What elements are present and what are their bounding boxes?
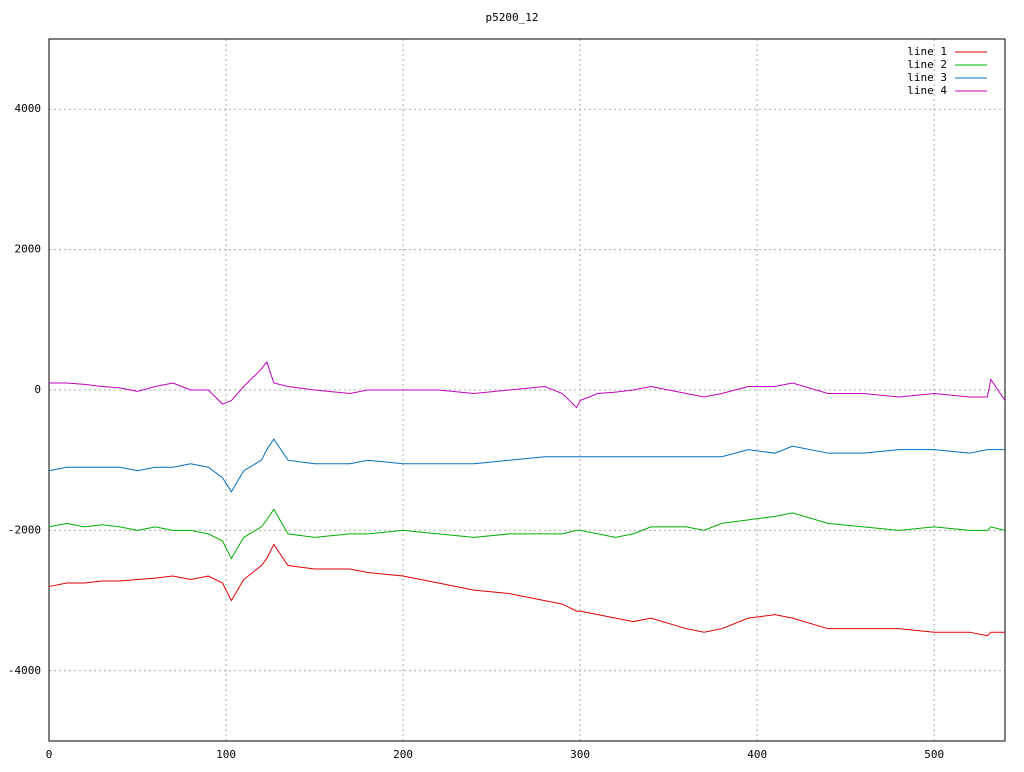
legend-label: line 1 xyxy=(907,45,947,58)
legend-label: line 3 xyxy=(907,71,947,84)
legend-label: line 4 xyxy=(907,84,947,97)
y-tick-label: -2000 xyxy=(8,523,41,536)
series-line xyxy=(48,508,1006,560)
series-line xyxy=(49,360,1006,409)
y-tick-label: -4000 xyxy=(8,664,41,677)
legend-label: line 2 xyxy=(907,58,947,71)
y-tick-label: 0 xyxy=(34,383,41,396)
plot-frame xyxy=(48,38,1006,742)
x-tick-label: 400 xyxy=(747,748,767,761)
chart-title: p5200_12 xyxy=(486,11,539,24)
x-tick-label: 300 xyxy=(570,748,590,761)
y-tick-label: 4000 xyxy=(15,102,42,115)
x-tick-label: 500 xyxy=(924,748,944,761)
x-tick-label: 200 xyxy=(393,748,413,761)
x-tick-label: 0 xyxy=(46,748,53,761)
y-tick-label: 2000 xyxy=(15,243,42,256)
series-line xyxy=(48,543,1005,637)
series-line xyxy=(48,438,1005,493)
x-tick-label: 100 xyxy=(216,748,236,761)
